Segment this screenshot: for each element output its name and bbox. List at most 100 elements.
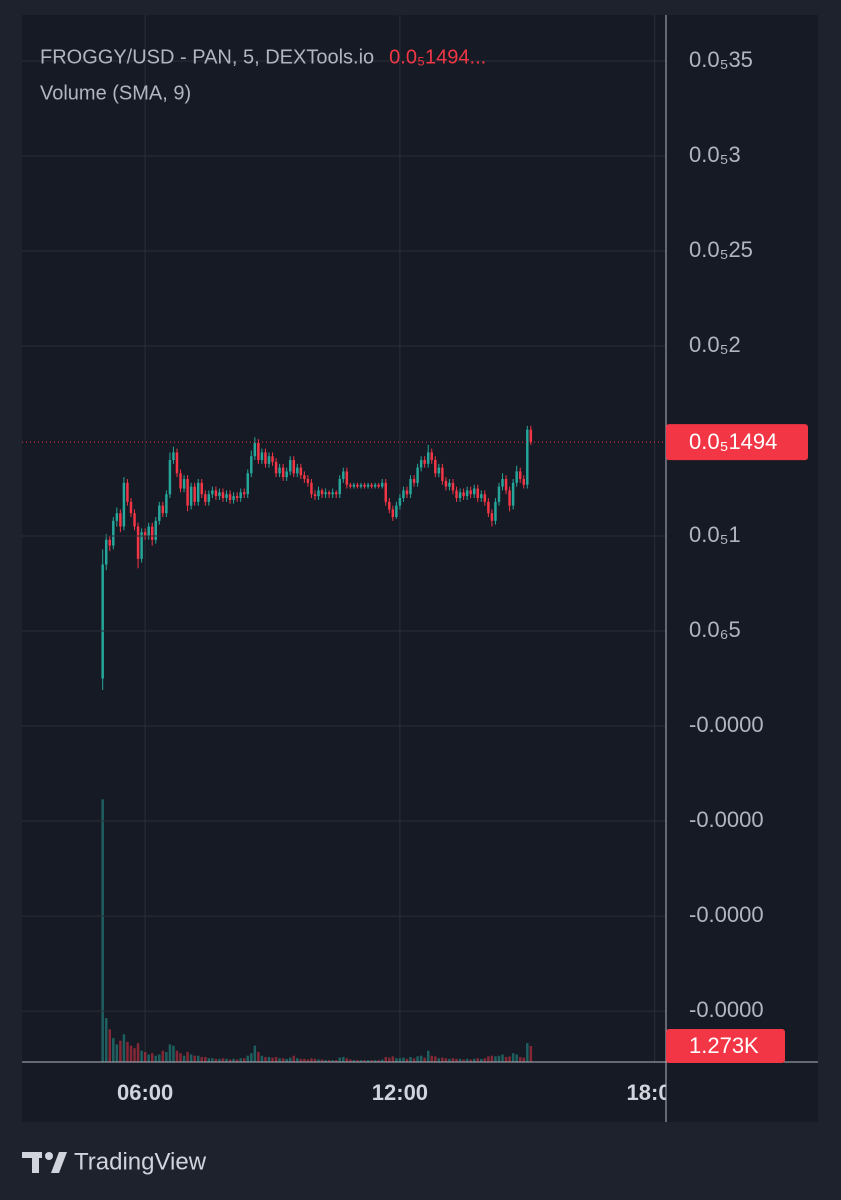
candle-body: [168, 460, 172, 495]
volume-bar: [271, 1057, 274, 1062]
volume-bar: [511, 1053, 515, 1062]
candle-body: [419, 460, 423, 468]
candle-body: [225, 494, 228, 499]
volume-bar: [225, 1058, 228, 1062]
candle-body: [119, 513, 122, 527]
y-tick-label: -0.0000: [689, 997, 764, 1022]
candle-body: [189, 486, 193, 506]
volume-bar: [108, 1029, 111, 1062]
candle-body: [469, 490, 472, 495]
y-tick-label: 0.0₅35: [689, 47, 753, 72]
candle-body: [455, 490, 458, 499]
x-tick-label: 06:00: [117, 1080, 173, 1105]
volume-bar: [405, 1058, 409, 1062]
volume-bar: [490, 1055, 494, 1062]
candle-body: [150, 526, 154, 540]
volume-bar: [455, 1058, 458, 1062]
volume-bar: [310, 1058, 313, 1062]
chart-area: [22, 15, 818, 1122]
candle-body: [395, 505, 398, 518]
volume-bar: [133, 1048, 136, 1062]
volume-bar: [168, 1044, 172, 1062]
candle-body: [370, 484, 373, 487]
volume-bar: [250, 1053, 253, 1062]
volume-bar: [115, 1044, 119, 1062]
volume-bar: [494, 1056, 497, 1062]
y-tick-label: 0.0₅2: [689, 332, 741, 357]
volume-bar: [416, 1056, 419, 1062]
volume-bar: [462, 1059, 465, 1062]
volume-bar: [172, 1045, 175, 1062]
volume-bar: [122, 1034, 126, 1062]
volume-bar: [218, 1058, 221, 1062]
candle-body: [526, 429, 529, 485]
candle-body: [182, 479, 186, 489]
volume-bar: [391, 1056, 395, 1062]
volume-bar: [356, 1060, 359, 1062]
volume-bar: [147, 1054, 150, 1062]
candle-body: [299, 467, 303, 476]
candle-body: [253, 442, 257, 457]
volume-bar: [143, 1051, 147, 1062]
volume-bar: [352, 1060, 356, 1062]
volume-bar: [423, 1057, 426, 1062]
volume-bar: [419, 1055, 423, 1062]
candle-body: [267, 456, 271, 464]
volume-bar: [366, 1060, 370, 1062]
volume-bar: [235, 1059, 239, 1062]
volume-bar: [373, 1060, 377, 1062]
candle-body: [108, 539, 111, 546]
candle-body: [165, 494, 168, 514]
volume-bar: [150, 1053, 154, 1062]
volume-bar: [214, 1058, 218, 1062]
candle-body: [235, 496, 239, 499]
candle-body: [296, 467, 299, 474]
volume-bar: [377, 1060, 380, 1062]
volume-bar: [129, 1045, 133, 1062]
candle-body: [405, 490, 409, 495]
candle-body: [115, 513, 119, 521]
volume-bar: [437, 1058, 441, 1062]
volume-tag: [666, 1028, 785, 1063]
candle-body: [338, 479, 341, 495]
y-tick-label: 0.0₅1: [689, 522, 741, 547]
volume-bar: [515, 1054, 518, 1062]
volume-bar: [402, 1057, 405, 1062]
candle-body: [239, 492, 242, 499]
volume-bar: [320, 1059, 324, 1062]
candle-body: [412, 479, 416, 483]
volume-bar: [186, 1051, 189, 1062]
volume-bar: [349, 1059, 352, 1062]
volume-bar: [260, 1055, 264, 1062]
volume-bar: [119, 1040, 122, 1062]
candle-body: [101, 564, 104, 679]
candle-body: [451, 482, 455, 491]
candle-body: [126, 482, 129, 502]
candle-body: [416, 467, 419, 483]
candle-body: [186, 479, 189, 506]
candle-body: [331, 492, 334, 495]
candle-body: [497, 486, 501, 502]
candle-body: [494, 501, 497, 521]
volume-bar: [182, 1055, 186, 1062]
volume-bar: [472, 1058, 476, 1062]
volume-bar: [434, 1056, 437, 1062]
volume-bar: [313, 1058, 317, 1062]
candle-body: [303, 475, 306, 480]
volume-bar: [288, 1057, 292, 1062]
volume-bar: [274, 1056, 278, 1062]
candle-body: [288, 460, 292, 472]
candle-body: [274, 461, 278, 474]
candle-body: [444, 480, 448, 487]
volume-bar: [458, 1058, 462, 1062]
volume-bar: [126, 1041, 129, 1062]
volume-bar: [253, 1045, 257, 1062]
candle-body: [133, 513, 136, 527]
volume-bar: [526, 1043, 529, 1062]
volume-bar: [207, 1058, 211, 1062]
volume-bar: [338, 1057, 341, 1062]
volume-bar: [281, 1058, 285, 1062]
volume-bar: [158, 1054, 161, 1062]
